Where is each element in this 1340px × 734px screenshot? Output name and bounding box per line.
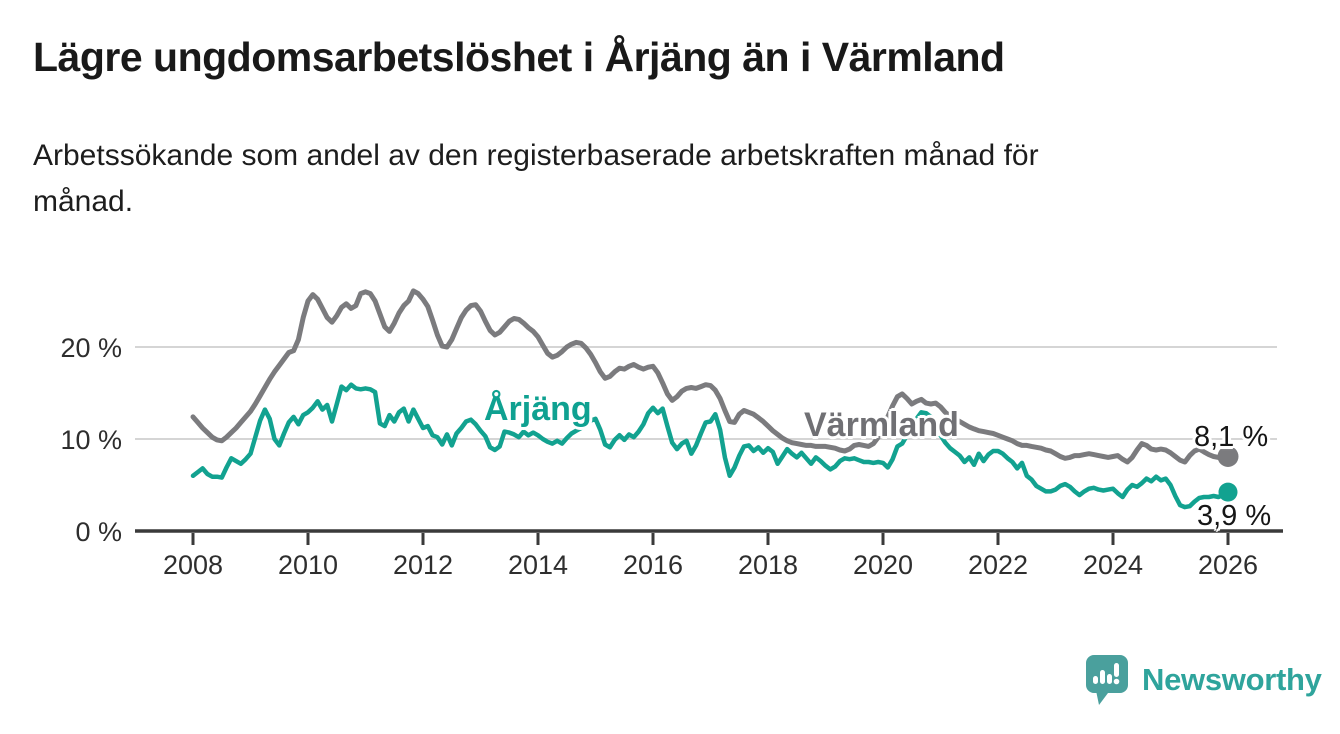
bar-chart-bar-3 — [1107, 674, 1112, 684]
chart-subtitle-line1: Arbetssökande som andel av den registerb… — [33, 139, 1039, 172]
bar-chart-bar-1 — [1093, 676, 1098, 684]
series-line-årjäng — [190, 382, 1231, 510]
bar-chart-bar-2 — [1100, 670, 1105, 684]
x-tick-label-2018: 2018 — [738, 550, 798, 580]
x-tick-label-2014: 2014 — [508, 550, 568, 580]
end-value-arjang: 3,9 % — [1197, 500, 1272, 532]
newsworthy-bubble-icon — [1086, 655, 1128, 705]
exclamation-dot — [1113, 678, 1120, 685]
end-dot-värmland — [1217, 445, 1239, 467]
end-dot-årjäng — [1218, 482, 1238, 502]
x-tick-label-2026: 2026 — [1198, 550, 1258, 580]
y-tick-label-0: 0 % — [75, 517, 122, 547]
end-value-varmland: 8,1 % — [1194, 421, 1269, 453]
series-label-varmland: Värmland — [804, 406, 959, 444]
x-tick-label-2020: 2020 — [853, 550, 913, 580]
chart-subtitle: Arbetssökande som andel av den registerb… — [33, 133, 1039, 225]
y-tick-label-10: 10 % — [60, 425, 122, 455]
y-tick-label-20: 20 % — [60, 333, 122, 363]
exclamation-bar — [1114, 663, 1119, 677]
x-tick-label-2016: 2016 — [623, 550, 683, 580]
x-tick-label-2012: 2012 — [393, 550, 453, 580]
series-line-värmland — [190, 288, 1231, 465]
page-title: Lägre ungdomsarbetslöshet i Årjäng än i … — [33, 34, 1005, 80]
series-label-arjang: Årjäng — [484, 390, 592, 428]
x-tick-label-2022: 2022 — [968, 550, 1028, 580]
chart-subtitle-line2: månad. — [33, 185, 134, 218]
newsworthy-wordmark: Newsworthy — [1142, 662, 1322, 697]
x-tick-label-2008: 2008 — [163, 550, 223, 580]
x-tick-label-2010: 2010 — [278, 550, 338, 580]
newsworthy-logo: Newsworthy — [1084, 654, 1322, 706]
x-tick-label-2024: 2024 — [1083, 550, 1143, 580]
